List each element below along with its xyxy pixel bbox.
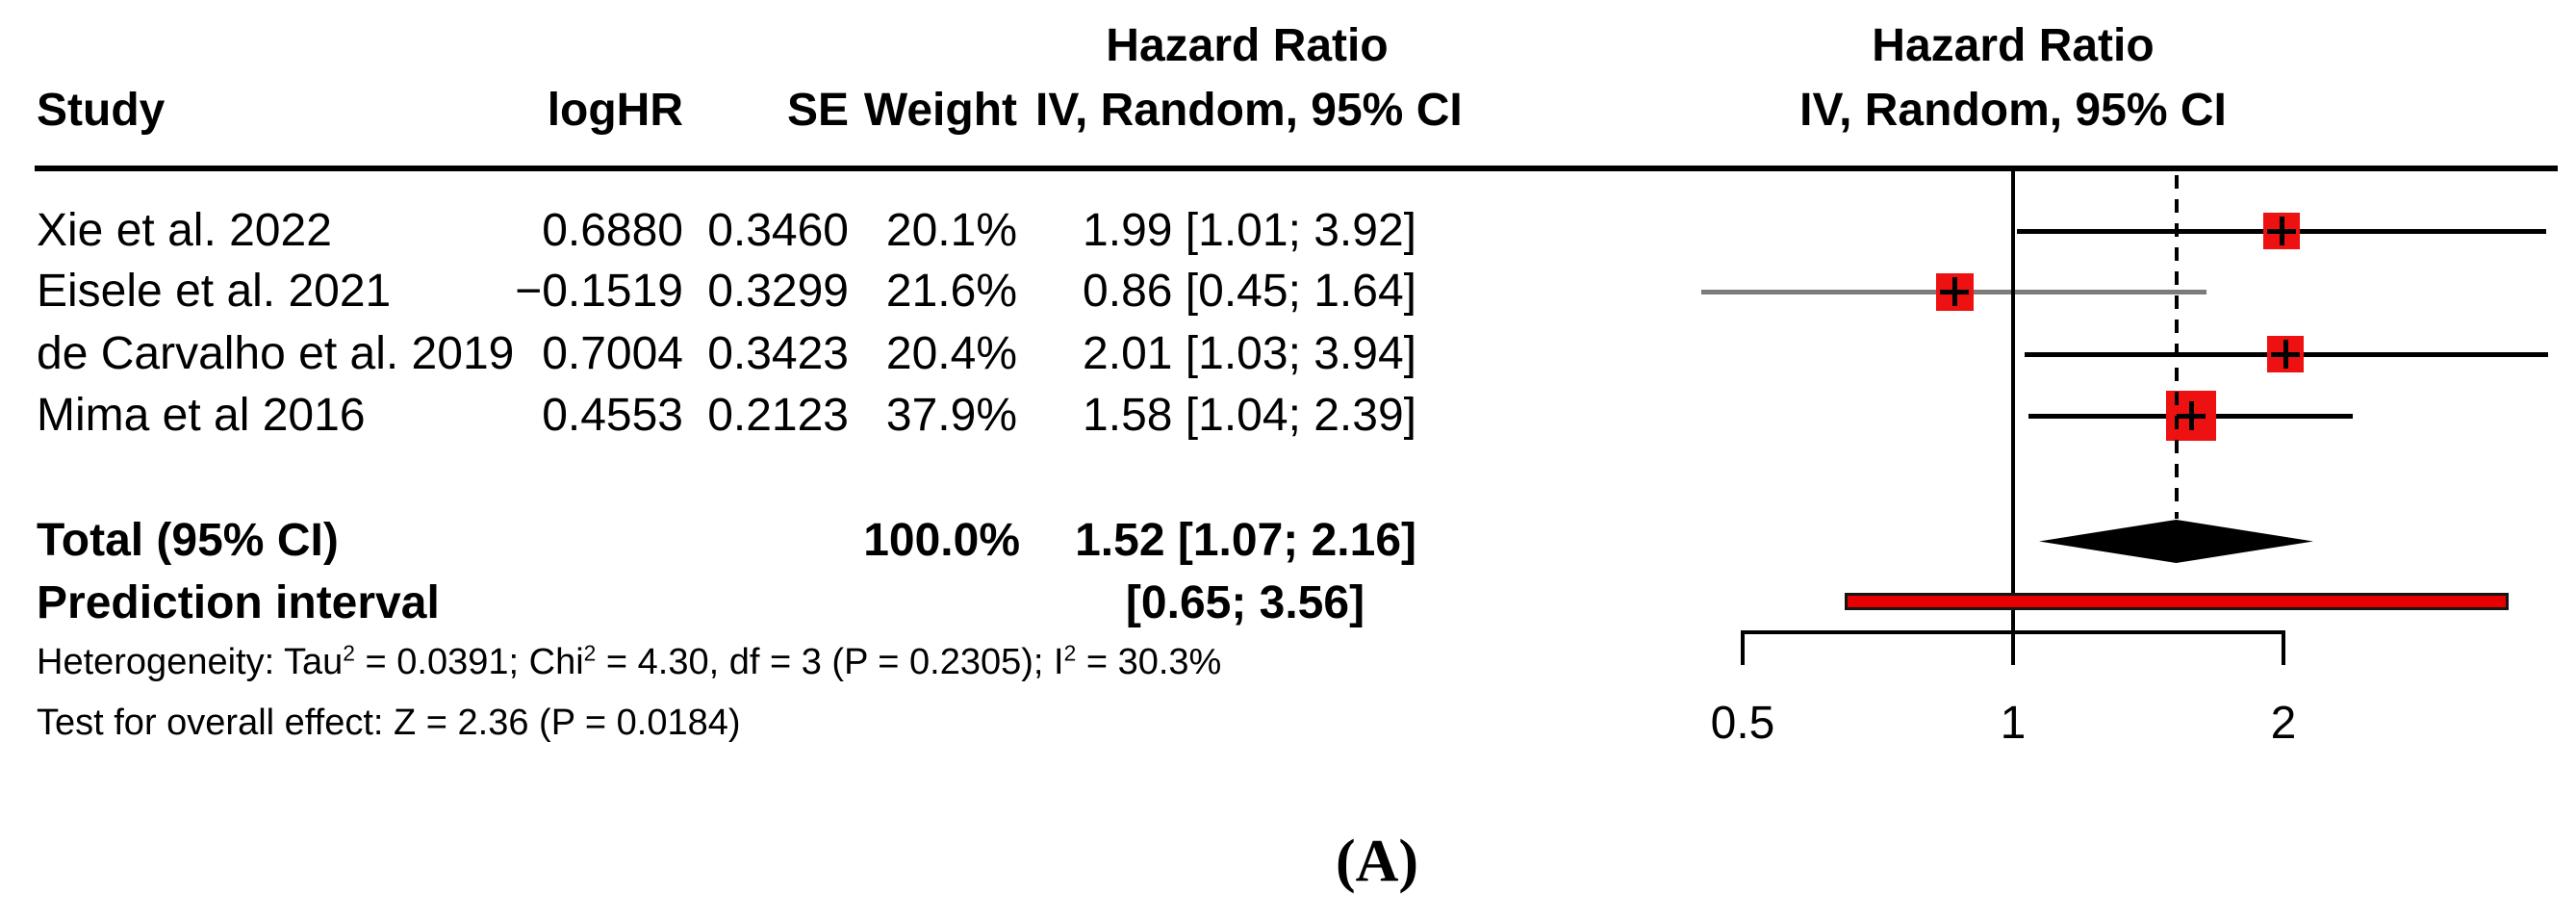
- header-loghr: logHR: [547, 85, 683, 136]
- point-estimate-cross: [1952, 277, 1957, 306]
- study-loghr: 0.4553: [542, 390, 683, 441]
- superscript: 2: [343, 640, 355, 666]
- x-axis-tick: [1741, 630, 1745, 665]
- study-weight: 37.9%: [885, 390, 1017, 441]
- superscript: 2: [1063, 640, 1077, 666]
- total-diamond: [2039, 520, 2313, 563]
- total-effect: 1.52 [1.07; 2.16]: [1075, 515, 1416, 566]
- overall-effect-text: Test for overall effect: Z = 2.36 (P = 0…: [37, 703, 741, 743]
- x-axis-tick-label: 1: [2000, 698, 2027, 749]
- total-weight: 100.0%: [863, 515, 1020, 566]
- study-name: de Carvalho et al. 2019: [37, 328, 515, 379]
- x-axis-tick: [2282, 630, 2285, 665]
- heterogeneity-text-part: = 4.30, df = 3 (P = 0.2305); I: [596, 642, 1064, 682]
- null-effect-line: [2011, 171, 2015, 665]
- study-effect-ci: 0.86 [0.45; 1.64]: [1083, 266, 1416, 317]
- study-weight: 20.1%: [885, 205, 1017, 256]
- heterogeneity-text-part: = 0.0391; Chi: [354, 642, 584, 682]
- heterogeneity-text-part: Heterogeneity: Tau: [37, 642, 344, 682]
- header-weight: Weight: [863, 85, 1017, 136]
- superscript: 2: [583, 640, 597, 666]
- pooled-estimate-dashed-line: [2175, 175, 2179, 519]
- study-loghr: −0.1519: [515, 266, 683, 317]
- study-se: 0.3460: [707, 205, 849, 256]
- study-effect-ci: 1.99 [1.01; 3.92]: [1083, 205, 1416, 256]
- header-effect-ci: IV, Random, 95% CI: [1035, 85, 1463, 136]
- study-loghr: 0.6880: [542, 205, 683, 256]
- study-weight: 20.4%: [885, 328, 1017, 379]
- point-estimate-cross: [2280, 217, 2284, 245]
- study-se: 0.3423: [707, 328, 849, 379]
- study-name: Mima et al 2016: [37, 390, 366, 441]
- study-weight: 21.6%: [885, 266, 1017, 317]
- point-estimate-cross: [2283, 340, 2288, 369]
- x-axis-tick-label: 2: [2270, 698, 2297, 749]
- heterogeneity-text-part: = 30.3%: [1076, 642, 1222, 682]
- prediction-interval-effect: [0.65; 3.56]: [1125, 577, 1365, 628]
- effect-column-title: Hazard Ratio: [1106, 20, 1389, 71]
- header-plot-ci: IV, Random, 95% CI: [1799, 85, 2227, 136]
- total-label: Total (95% CI): [37, 515, 339, 566]
- header-se: SE: [786, 85, 849, 136]
- study-loghr: 0.7004: [542, 328, 683, 379]
- study-effect-ci: 1.58 [1.04; 2.39]: [1083, 390, 1416, 441]
- study-se: 0.2123: [707, 390, 849, 441]
- header-study: Study: [37, 85, 166, 136]
- study-name: Eisele et al. 2021: [37, 266, 392, 317]
- study-effect-ci: 2.01 [1.03; 3.94]: [1083, 328, 1416, 379]
- heterogeneity-text: Heterogeneity: Tau2 = 0.0391; Chi2 = 4.3…: [37, 641, 1221, 683]
- study-name: Xie et al. 2022: [37, 205, 332, 256]
- prediction-interval-bar: [1845, 593, 2509, 610]
- study-se: 0.3299: [707, 266, 849, 317]
- point-estimate-cross: [2189, 401, 2194, 430]
- plot-column-title: Hazard Ratio: [1872, 20, 2155, 71]
- prediction-interval-label: Prediction interval: [37, 577, 440, 628]
- x-axis-tick: [2011, 630, 2015, 665]
- figure-caption: (A): [1335, 829, 1419, 894]
- header-separator-line: [35, 166, 2558, 171]
- x-axis-tick-label: 0.5: [1710, 698, 1775, 749]
